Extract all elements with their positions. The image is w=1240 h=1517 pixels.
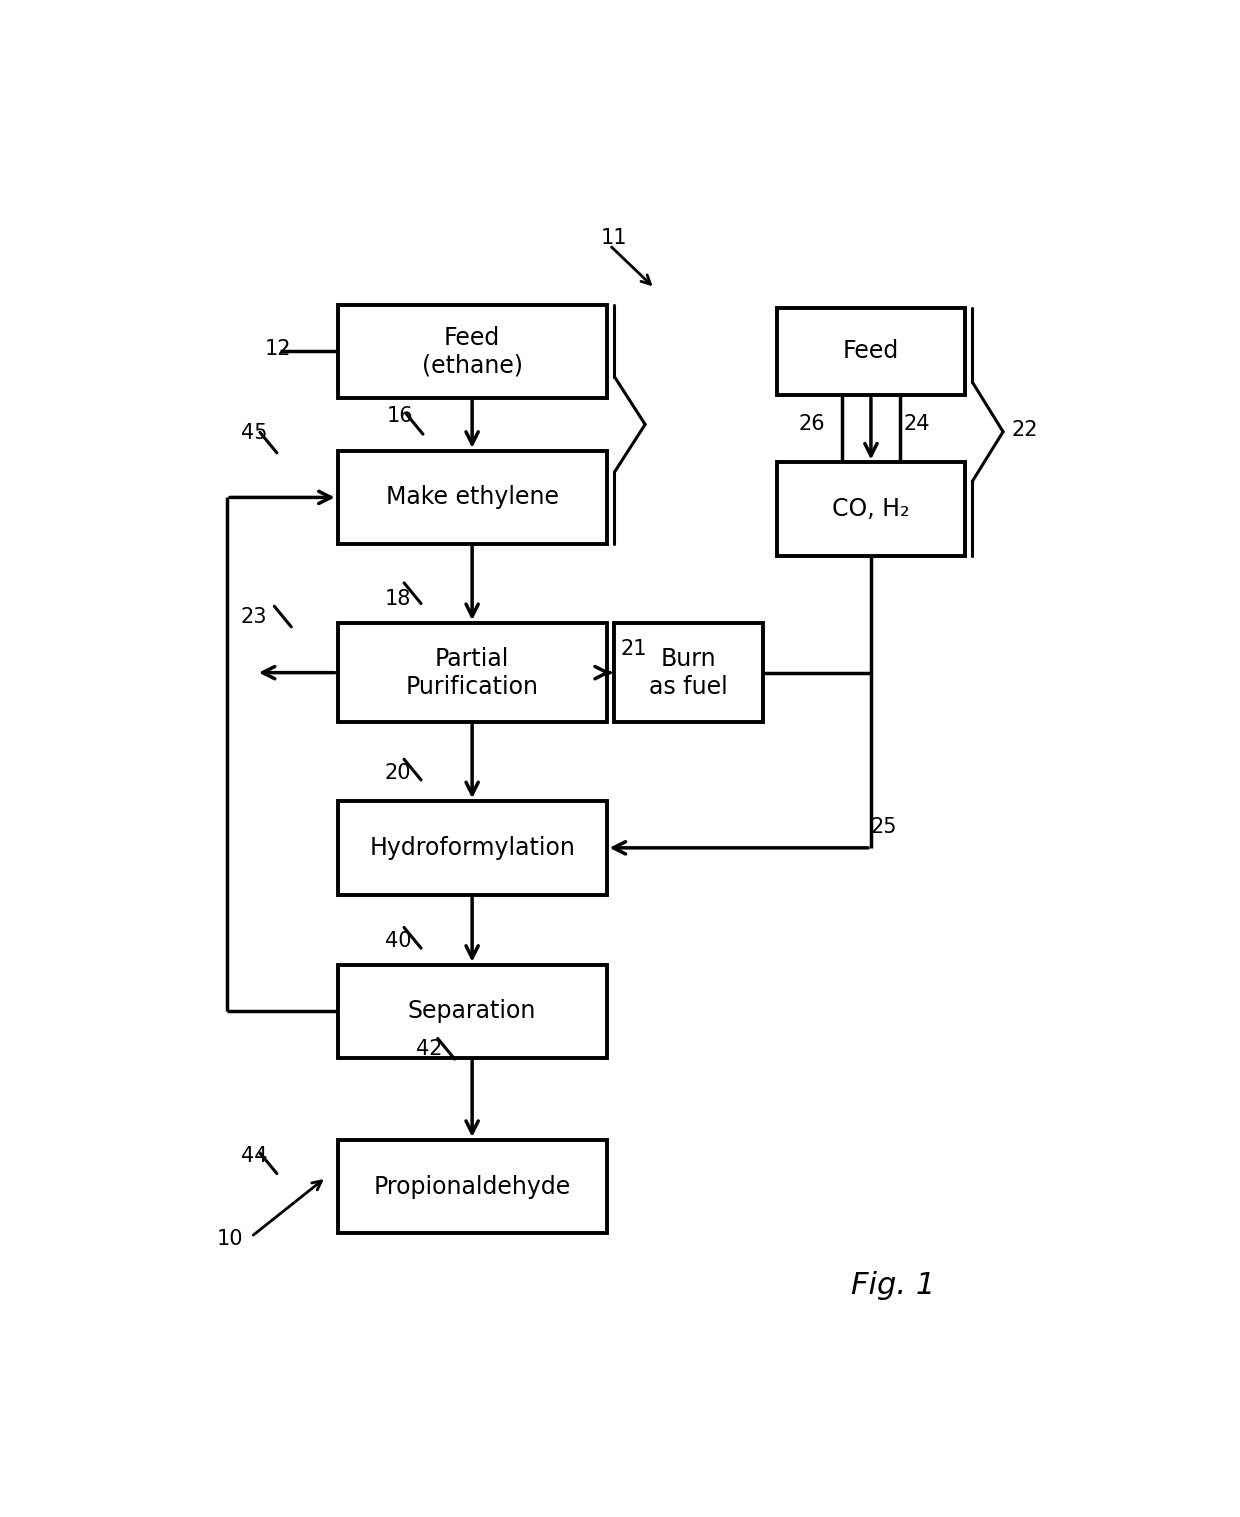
Text: 10: 10 xyxy=(217,1229,243,1248)
Text: 16: 16 xyxy=(387,405,413,426)
Text: 45: 45 xyxy=(241,423,268,443)
Text: Separation: Separation xyxy=(408,1000,537,1024)
Text: 40: 40 xyxy=(384,931,412,951)
Bar xyxy=(337,451,606,545)
Text: 21: 21 xyxy=(620,639,647,660)
Text: Propionaldehyde: Propionaldehyde xyxy=(373,1174,570,1198)
Text: Partial
Purification: Partial Purification xyxy=(405,646,538,698)
Bar xyxy=(777,308,965,396)
Bar xyxy=(337,623,606,722)
Text: 24: 24 xyxy=(904,414,930,434)
Text: Feed
(ethane): Feed (ethane) xyxy=(422,326,522,378)
Text: Feed: Feed xyxy=(843,340,899,364)
Text: 20: 20 xyxy=(384,763,412,783)
Text: 18: 18 xyxy=(384,589,412,608)
Bar xyxy=(337,965,606,1059)
Text: 22: 22 xyxy=(1012,420,1038,440)
Text: Burn
as fuel: Burn as fuel xyxy=(649,646,728,698)
Text: 26: 26 xyxy=(799,414,825,434)
Text: Fig. 1: Fig. 1 xyxy=(851,1271,935,1300)
Bar xyxy=(337,801,606,895)
Text: 23: 23 xyxy=(241,607,268,627)
Bar xyxy=(337,305,606,397)
Bar xyxy=(337,1139,606,1233)
Text: 44: 44 xyxy=(241,1147,268,1167)
Text: 12: 12 xyxy=(265,340,291,360)
Text: 11: 11 xyxy=(601,228,627,249)
Text: Hydroformylation: Hydroformylation xyxy=(370,836,575,860)
Text: CO, H₂: CO, H₂ xyxy=(832,498,910,522)
Bar xyxy=(614,623,763,722)
Text: Make ethylene: Make ethylene xyxy=(386,485,559,510)
Text: 25: 25 xyxy=(870,816,897,837)
Text: 42: 42 xyxy=(415,1039,443,1059)
Bar xyxy=(777,463,965,555)
